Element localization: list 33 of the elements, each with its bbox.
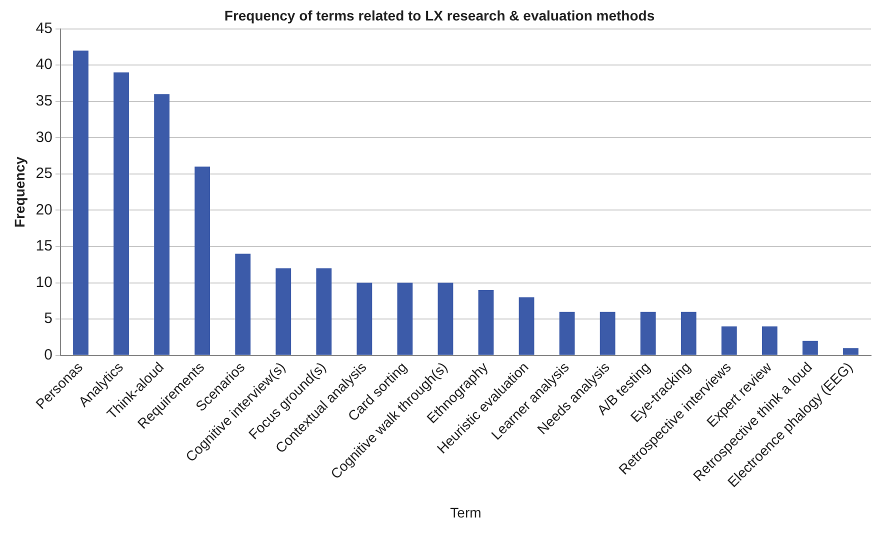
bar [316, 268, 332, 355]
bar [154, 94, 170, 355]
bar [518, 297, 534, 355]
chart-title: Frequency of terms related to LX research & evaluation methods [224, 7, 655, 24]
bar [235, 254, 251, 355]
y-tick-label: 10 [36, 274, 52, 291]
y-tick-label: 30 [36, 128, 52, 146]
bar [762, 326, 778, 355]
bar [843, 348, 858, 355]
bar [680, 312, 696, 355]
y-tick-label: 5 [44, 310, 52, 328]
bar [397, 282, 413, 355]
bar [559, 312, 575, 355]
y-tick-label: 45 [36, 20, 52, 37]
bar [721, 326, 737, 355]
bar [114, 72, 129, 355]
bar [802, 340, 818, 355]
y-tick-label: 0 [44, 346, 52, 364]
y-tick-label: 35 [36, 92, 52, 110]
bar [438, 282, 454, 355]
bar [640, 312, 656, 355]
bar [478, 290, 494, 355]
y-tick-label: 25 [36, 165, 52, 182]
y-tick-label: 15 [36, 238, 52, 255]
y-tick-label: 20 [36, 201, 52, 218]
y-tick-label: 40 [36, 56, 52, 74]
y-axis-title: Frequency [11, 156, 28, 228]
x-axis-title: Term [450, 504, 482, 520]
bar [600, 312, 616, 355]
bar [276, 268, 292, 355]
bar [356, 282, 372, 355]
bar [73, 50, 88, 355]
bar [194, 166, 210, 355]
